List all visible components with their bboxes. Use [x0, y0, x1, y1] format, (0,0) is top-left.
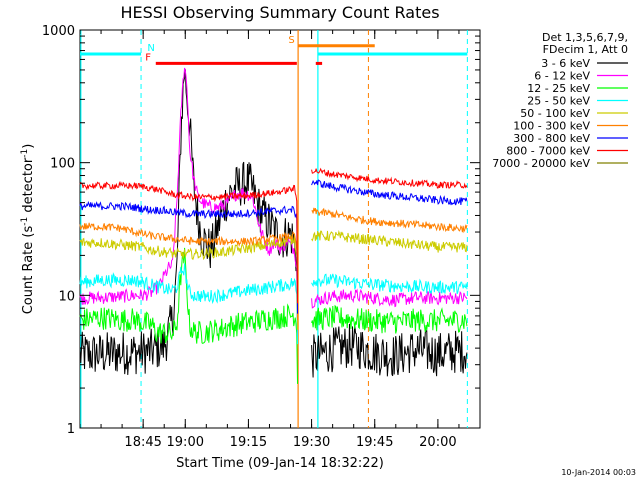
legend-label-7: 800 - 7000 keV — [506, 145, 590, 158]
y-tick-label: 1000 — [42, 24, 75, 39]
legend-label-6: 300 - 800 keV — [513, 132, 590, 145]
legend-label-5: 100 - 300 keV — [513, 120, 590, 133]
series-layer — [79, 67, 468, 384]
series-800-7000-kev-line-post — [311, 167, 468, 189]
flag-marker-s: S — [288, 35, 294, 46]
x-tick-label: 19:30 — [293, 435, 330, 450]
footer-date: 10-Jan-2014 00:03 — [561, 468, 636, 477]
series-300-800-kev-line — [79, 200, 299, 314]
legend-label-3: 25 - 50 keV — [527, 95, 590, 108]
series-25-50-kev-line-post — [311, 273, 468, 295]
series-3-6-kev-line-post — [311, 323, 468, 378]
legend: Det 1,3,5,6,7,9, FDecim 1, Att 0 3 - 6 k… — [492, 31, 628, 170]
legend-label-4: 50 - 100 keV — [520, 107, 590, 120]
chart-title: HESSI Observing Summary Count Rates — [120, 3, 439, 22]
y-tick-label: 100 — [50, 157, 75, 172]
plot-frame — [79, 29, 481, 429]
legend-label-2: 12 - 25 keV — [527, 82, 590, 95]
y-axis-label: Count Rate (s-1 detector-1) — [20, 144, 36, 315]
series-12-25-kev-line — [79, 247, 299, 384]
legend-label-0: 3 - 6 keV — [541, 57, 590, 70]
series-50-100-kev-line — [79, 233, 299, 330]
y-axis: 1 10 100 1000 — [42, 24, 480, 437]
series-300-800-kev-line-post — [311, 179, 468, 206]
x-tick-label: 19:45 — [356, 435, 393, 450]
series-100-300-kev-line-post — [311, 207, 468, 234]
legend-label-1: 6 - 12 keV — [534, 70, 590, 83]
series-12-25-kev-line-post — [311, 304, 468, 334]
series-6-12-kev-line — [79, 67, 299, 336]
legend-header-detectors: Det 1,3,5,6,7,9, — [542, 31, 628, 44]
y-tick-label: 1 — [67, 422, 75, 437]
series-50-100-kev-line-post — [311, 229, 468, 253]
x-axis: 18:45 19:00 19:15 19:30 19:45 20:00 — [79, 30, 481, 450]
x-axis-label: Start Time (09-Jan-14 18:32:22) — [176, 456, 384, 471]
x-tick-label: 18:45 — [124, 435, 161, 450]
x-tick-label: 19:15 — [230, 435, 267, 450]
legend-label-8: 7000 - 20000 keV — [492, 157, 590, 170]
series-800-7000-kev-line — [79, 180, 299, 304]
series-25-50-kev-line — [79, 263, 299, 345]
flag-marker-f: F — [145, 52, 151, 63]
y-tick-label: 10 — [58, 289, 75, 304]
series-100-300-kev-line — [79, 222, 299, 320]
legend-header-decimation: FDecim 1, Att 0 — [543, 43, 628, 56]
flag-marker-n: N — [147, 43, 154, 54]
annotation-layer: NF S — [80, 30, 468, 428]
x-tick-label: 20:00 — [419, 435, 456, 450]
x-tick-label: 19:00 — [167, 435, 204, 450]
series-6-12-kev-line-post — [311, 288, 468, 309]
